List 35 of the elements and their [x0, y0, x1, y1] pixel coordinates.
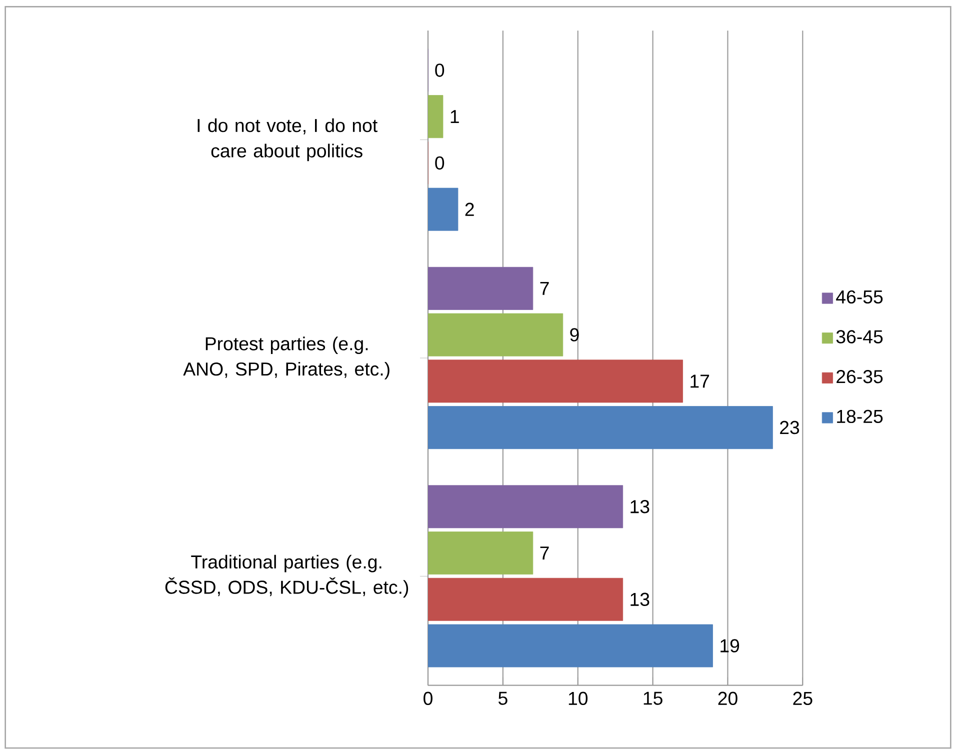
data-label: 7	[540, 282, 549, 295]
data-label: 7	[540, 546, 549, 560]
bar	[428, 266, 534, 310]
bar	[428, 624, 713, 668]
y-tick-label: Traditional parties (e.g. ČSSD, ODS, KDU-ČSL, etc.)	[165, 554, 408, 598]
bar	[428, 485, 624, 528]
bar	[428, 531, 534, 574]
data-label: 9	[570, 328, 579, 342]
legend-label: 46-55	[836, 290, 883, 304]
data-label: 0	[435, 156, 444, 170]
data-label: 1	[450, 110, 459, 123]
bar	[428, 360, 683, 403]
data-label: 13	[630, 592, 650, 606]
data-label: 17	[690, 374, 710, 388]
legend-label: 26-35	[836, 370, 883, 384]
data-label: 2	[465, 202, 474, 216]
x-tick-label: 0	[424, 692, 432, 705]
x-tick-label: 20	[718, 692, 738, 705]
y-tick-label: I do not vote, I do not care about politics	[198, 118, 378, 161]
bar	[428, 313, 564, 356]
x-tick-label: 15	[644, 692, 662, 705]
bar	[428, 578, 624, 621]
legend-label: 36-45	[836, 330, 883, 344]
data-label: 19	[720, 638, 740, 652]
data-label: 13	[630, 500, 650, 514]
data-label: 23	[780, 420, 800, 434]
x-tick-label: 25	[793, 692, 812, 705]
bar	[428, 406, 773, 449]
y-tick-label: Protest parties (e.g. ANO, SPD, Pirates, etc.)	[183, 336, 390, 380]
x-tick-label: 10	[568, 692, 588, 705]
x-tick-label: 5	[498, 692, 508, 705]
bar	[428, 94, 444, 138]
bar	[428, 188, 458, 231]
data-label: 0	[435, 63, 444, 77]
legend-label: 18-25	[837, 410, 883, 423]
